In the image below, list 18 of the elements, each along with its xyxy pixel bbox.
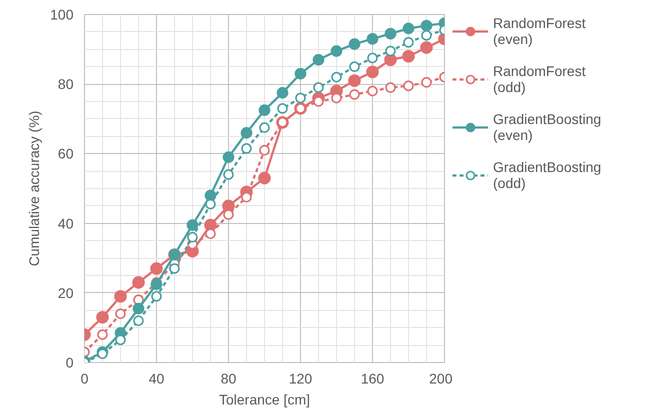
x-tick-label: 0 <box>80 370 89 386</box>
y-tick-label: 0 <box>66 354 74 370</box>
legend-label: RandomForest (odd) <box>493 62 586 96</box>
x-tick-label: 160 <box>360 370 384 386</box>
legend-label: GradientBoosting (even) <box>493 110 602 144</box>
x-tick-label: 200 <box>429 370 453 386</box>
y-tick-label: 80 <box>58 76 74 92</box>
x-axis-title: Tolerance [cm] <box>218 392 310 408</box>
x-tick-label: 80 <box>220 370 236 386</box>
y-tick-label: 100 <box>50 6 74 22</box>
y-axis-title: Cumulative accuracy (%) <box>26 110 42 266</box>
legend-label: RandomForest (even) <box>493 14 586 48</box>
y-tick-label: 60 <box>58 146 74 162</box>
x-tick-label: 40 <box>148 370 164 386</box>
y-tick-label: 40 <box>58 215 74 232</box>
x-tick-label: 120 <box>288 370 312 386</box>
y-tick-label: 20 <box>58 284 74 301</box>
legend-label: GradientBoosting (odd) <box>493 158 602 192</box>
